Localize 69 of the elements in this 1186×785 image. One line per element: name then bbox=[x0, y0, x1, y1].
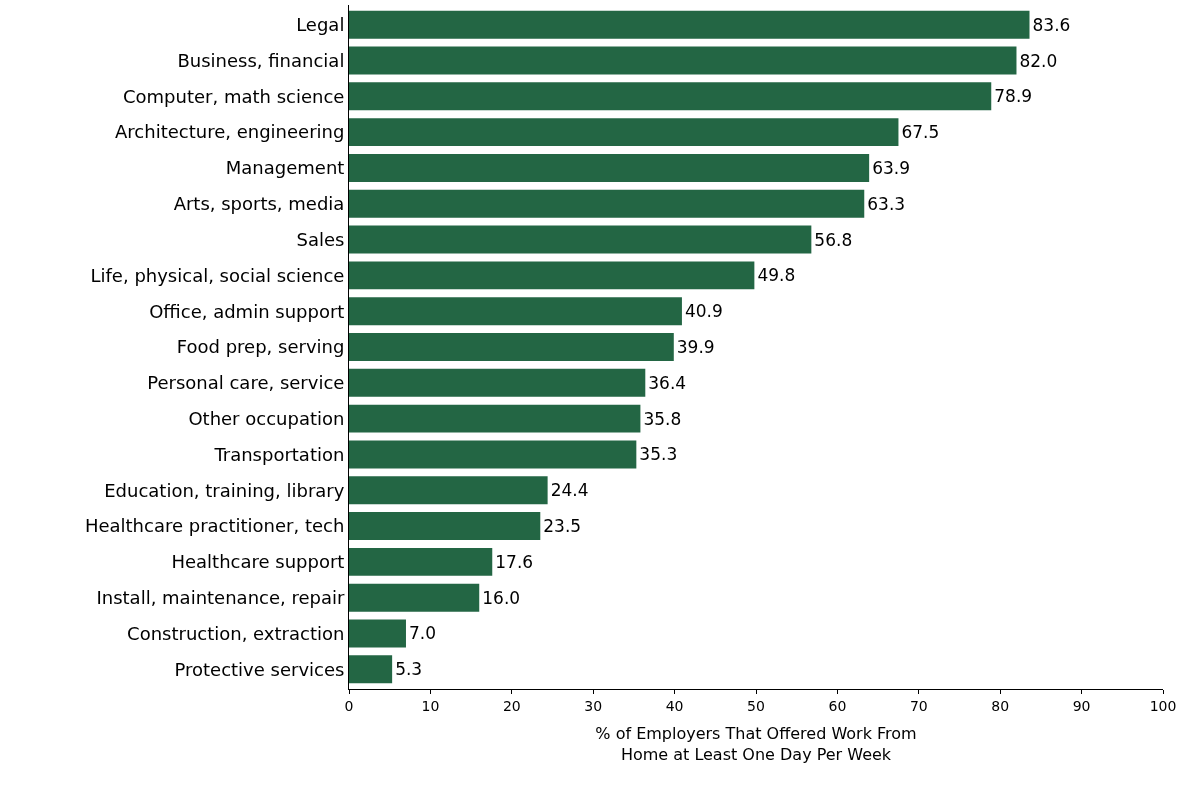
data-label: 23.5 bbox=[543, 516, 582, 537]
data-label: 24.4 bbox=[550, 480, 589, 501]
bar bbox=[349, 333, 674, 361]
data-label: 5.3 bbox=[395, 659, 423, 680]
x-tick-label: 100 bbox=[1149, 697, 1177, 714]
data-label: 83.6 bbox=[1032, 14, 1071, 35]
x-tick-label: 90 bbox=[1072, 697, 1091, 714]
data-label: 17.6 bbox=[495, 551, 534, 572]
bar bbox=[349, 118, 899, 147]
y-tick-label: Sales bbox=[296, 228, 345, 250]
bar bbox=[349, 153, 870, 182]
y-tick-label: Architecture, engineering bbox=[115, 121, 345, 143]
bar bbox=[349, 82, 992, 111]
y-tick-label: Computer, math science bbox=[122, 85, 345, 107]
x-tick-label: 50 bbox=[747, 697, 765, 714]
bar bbox=[349, 512, 541, 541]
bar bbox=[349, 261, 755, 290]
data-label: 49.8 bbox=[757, 265, 796, 286]
bar bbox=[349, 547, 493, 576]
x-tick-label: 10 bbox=[421, 697, 440, 714]
bar bbox=[349, 476, 548, 505]
y-tick-label: Office, admin support bbox=[149, 300, 345, 322]
data-label: 78.9 bbox=[994, 86, 1033, 107]
x-tick-label: 80 bbox=[991, 697, 1010, 714]
x-tick-label: 60 bbox=[828, 697, 847, 714]
x-tick-label: 70 bbox=[909, 697, 928, 714]
data-label: 7.0 bbox=[408, 623, 437, 644]
bar bbox=[349, 46, 1017, 75]
x-tick-label: 0 bbox=[344, 697, 354, 714]
y-tick-label: Life, physical, social science bbox=[90, 264, 345, 286]
bar bbox=[349, 655, 393, 684]
x-tick-label: 20 bbox=[502, 697, 521, 714]
bar bbox=[349, 619, 406, 648]
bar bbox=[349, 189, 865, 218]
data-label: 63.3 bbox=[867, 193, 906, 214]
y-tick-label: Education, training, library bbox=[104, 479, 345, 501]
data-label: 82.0 bbox=[1019, 50, 1058, 71]
bar bbox=[349, 225, 812, 254]
data-label: 40.9 bbox=[684, 301, 723, 322]
bar bbox=[349, 583, 480, 612]
y-tick-label: Other occupation bbox=[188, 407, 345, 429]
bar bbox=[349, 368, 646, 397]
y-tick-label: Food prep, serving bbox=[176, 336, 345, 358]
y-tick-label: Protective services bbox=[174, 658, 345, 680]
bar bbox=[349, 440, 637, 469]
bar bbox=[349, 10, 1030, 39]
data-label: 35.3 bbox=[639, 444, 678, 465]
data-label: 35.8 bbox=[643, 408, 682, 429]
x-axis-title: % of Employers That Offered Work From Home at Least One Day Per Week bbox=[595, 724, 917, 765]
y-tick-label: Arts, sports, media bbox=[173, 193, 345, 215]
y-tick-label: Legal bbox=[296, 14, 345, 35]
data-label: 67.5 bbox=[901, 122, 940, 143]
y-tick-label: Construction, extraction bbox=[127, 622, 345, 644]
y-tick-label: Transportation bbox=[213, 443, 345, 465]
x-tick-label: 40 bbox=[665, 697, 684, 714]
data-label: 56.8 bbox=[814, 229, 853, 250]
data-label: 16.0 bbox=[482, 587, 521, 608]
y-tick-label: Personal care, service bbox=[147, 372, 345, 394]
y-tick-label: Healthcare support bbox=[171, 551, 345, 573]
x-tick-label: 30 bbox=[584, 697, 603, 714]
bar bbox=[349, 297, 682, 326]
y-tick-label: Install, maintenance, repair bbox=[96, 586, 345, 608]
y-tick-label: Management bbox=[225, 157, 345, 179]
y-tick-label: Business, financial bbox=[177, 49, 345, 71]
data-label: 39.9 bbox=[676, 337, 715, 357]
bar bbox=[349, 404, 641, 433]
data-label: 36.4 bbox=[648, 372, 687, 393]
data-label: 63.9 bbox=[872, 157, 911, 178]
y-tick-label: Healthcare practitioner, tech bbox=[84, 515, 345, 537]
